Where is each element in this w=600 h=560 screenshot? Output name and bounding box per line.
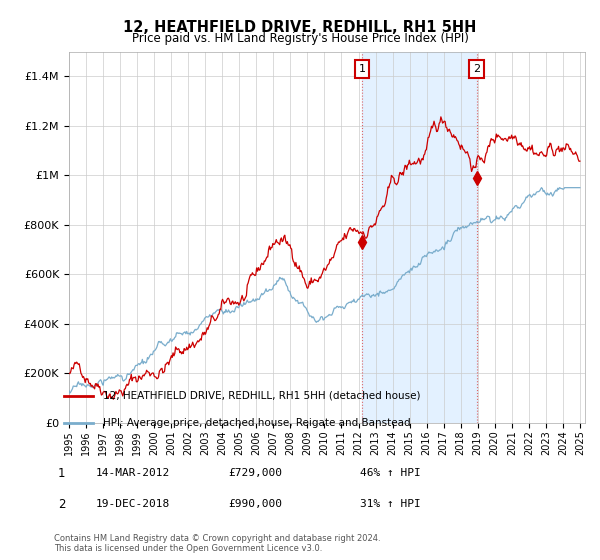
Bar (362, 52, 477, 423)
Text: 2: 2 (473, 64, 481, 74)
Text: £990,000: £990,000 (228, 499, 282, 509)
Text: 12, HEATHFIELD DRIVE, REDHILL, RH1 5HH: 12, HEATHFIELD DRIVE, REDHILL, RH1 5HH (124, 20, 476, 35)
Text: 31% ↑ HPI: 31% ↑ HPI (360, 499, 421, 509)
Text: 19-DEC-2018: 19-DEC-2018 (96, 499, 170, 509)
Text: 12, HEATHFIELD DRIVE, REDHILL, RH1 5HH (detached house): 12, HEATHFIELD DRIVE, REDHILL, RH1 5HH (… (103, 390, 421, 400)
Text: 2: 2 (58, 497, 65, 511)
Text: HPI: Average price, detached house, Reigate and Banstead: HPI: Average price, detached house, Reig… (103, 418, 411, 428)
Text: 46% ↑ HPI: 46% ↑ HPI (360, 468, 421, 478)
Text: 1: 1 (358, 64, 365, 74)
Text: 1: 1 (58, 466, 65, 480)
Text: 14-MAR-2012: 14-MAR-2012 (96, 468, 170, 478)
Text: Price paid vs. HM Land Registry's House Price Index (HPI): Price paid vs. HM Land Registry's House … (131, 32, 469, 45)
Text: £729,000: £729,000 (228, 468, 282, 478)
Text: Contains HM Land Registry data © Crown copyright and database right 2024.
This d: Contains HM Land Registry data © Crown c… (54, 534, 380, 553)
